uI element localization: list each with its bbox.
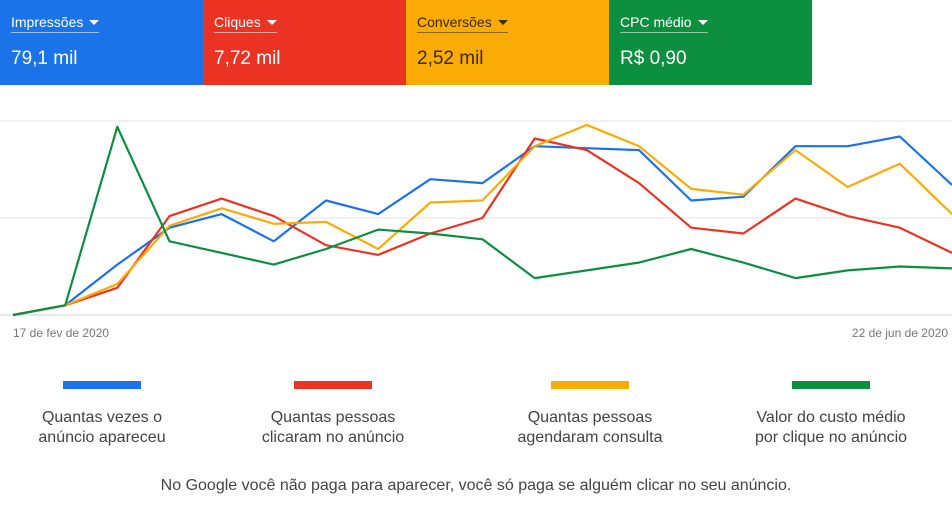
metric-label: CPC médio — [620, 14, 692, 30]
legend-swatch-green — [792, 381, 870, 389]
legend-text: Quantas pessoas agendaram consulta — [517, 409, 663, 446]
metric-dropdown-cliques[interactable]: Cliques — [214, 14, 277, 33]
metric-card-impressoes[interactable]: Impressões 79,1 mil — [0, 0, 203, 85]
legend-text: Quantas pessoas clicaram no anúncio — [261, 409, 405, 446]
legend-item-cliques: Quantas pessoas clicaram no anúncio — [213, 381, 453, 448]
x-axis-end-label: 22 de jun de 2020 — [852, 326, 948, 340]
chart-legend: Quantas vezes o anúncio apareceu Quantas… — [0, 381, 952, 461]
legend-text: Quantas vezes o anúncio apareceu — [38, 409, 166, 446]
metric-label: Conversões — [417, 14, 492, 30]
metric-dropdown-conversoes[interactable]: Conversões — [417, 14, 508, 33]
series-line-2 — [12, 137, 952, 317]
series-line-4 — [12, 125, 952, 317]
caret-down-icon — [497, 19, 508, 25]
metric-value: 2,52 mil — [417, 48, 484, 69]
legend-item-conversoes: Quantas pessoas agendaram consulta — [470, 381, 710, 448]
metric-dropdown-cpc-medio[interactable]: CPC médio — [620, 14, 708, 33]
metric-label: Cliques — [214, 14, 261, 30]
series-layer — [12, 123, 952, 317]
line-chart: 17 de fev de 2020 22 de jun de 2020 — [0, 120, 952, 340]
metric-card-cliques[interactable]: Cliques 7,72 mil — [203, 0, 406, 85]
metric-card-conversoes[interactable]: Conversões 2,52 mil — [406, 0, 609, 85]
series-line-3 — [12, 123, 952, 317]
caret-down-icon — [89, 19, 100, 25]
legend-text: Valor do custo médio por clique no anúnc… — [754, 409, 908, 446]
legend-swatch-yellow — [551, 381, 629, 389]
legend-item-impressoes: Quantas vezes o anúncio apareceu — [0, 381, 222, 448]
metric-value: R$ 0,90 — [620, 48, 687, 69]
legend-item-cpc-medio: Valor do custo médio por clique no anúnc… — [711, 381, 951, 448]
legend-swatch-red — [294, 381, 372, 389]
legend-swatch-blue — [63, 381, 141, 389]
metric-value: 79,1 mil — [11, 48, 78, 69]
metric-cards: Impressões 79,1 mil Cliques 7,72 mil Con… — [0, 0, 812, 85]
metric-value: 7,72 mil — [214, 48, 281, 69]
metric-label: Impressões — [11, 14, 84, 30]
series-line-1 — [12, 135, 952, 317]
caret-down-icon — [697, 19, 708, 25]
x-axis-start-label: 17 de fev de 2020 — [13, 326, 109, 340]
footer-note: No Google você não paga para aparecer, v… — [160, 477, 792, 494]
metric-dropdown-impressoes[interactable]: Impressões — [11, 14, 100, 33]
caret-down-icon — [266, 19, 277, 25]
metric-card-cpc-medio[interactable]: CPC médio R$ 0,90 — [609, 0, 812, 85]
